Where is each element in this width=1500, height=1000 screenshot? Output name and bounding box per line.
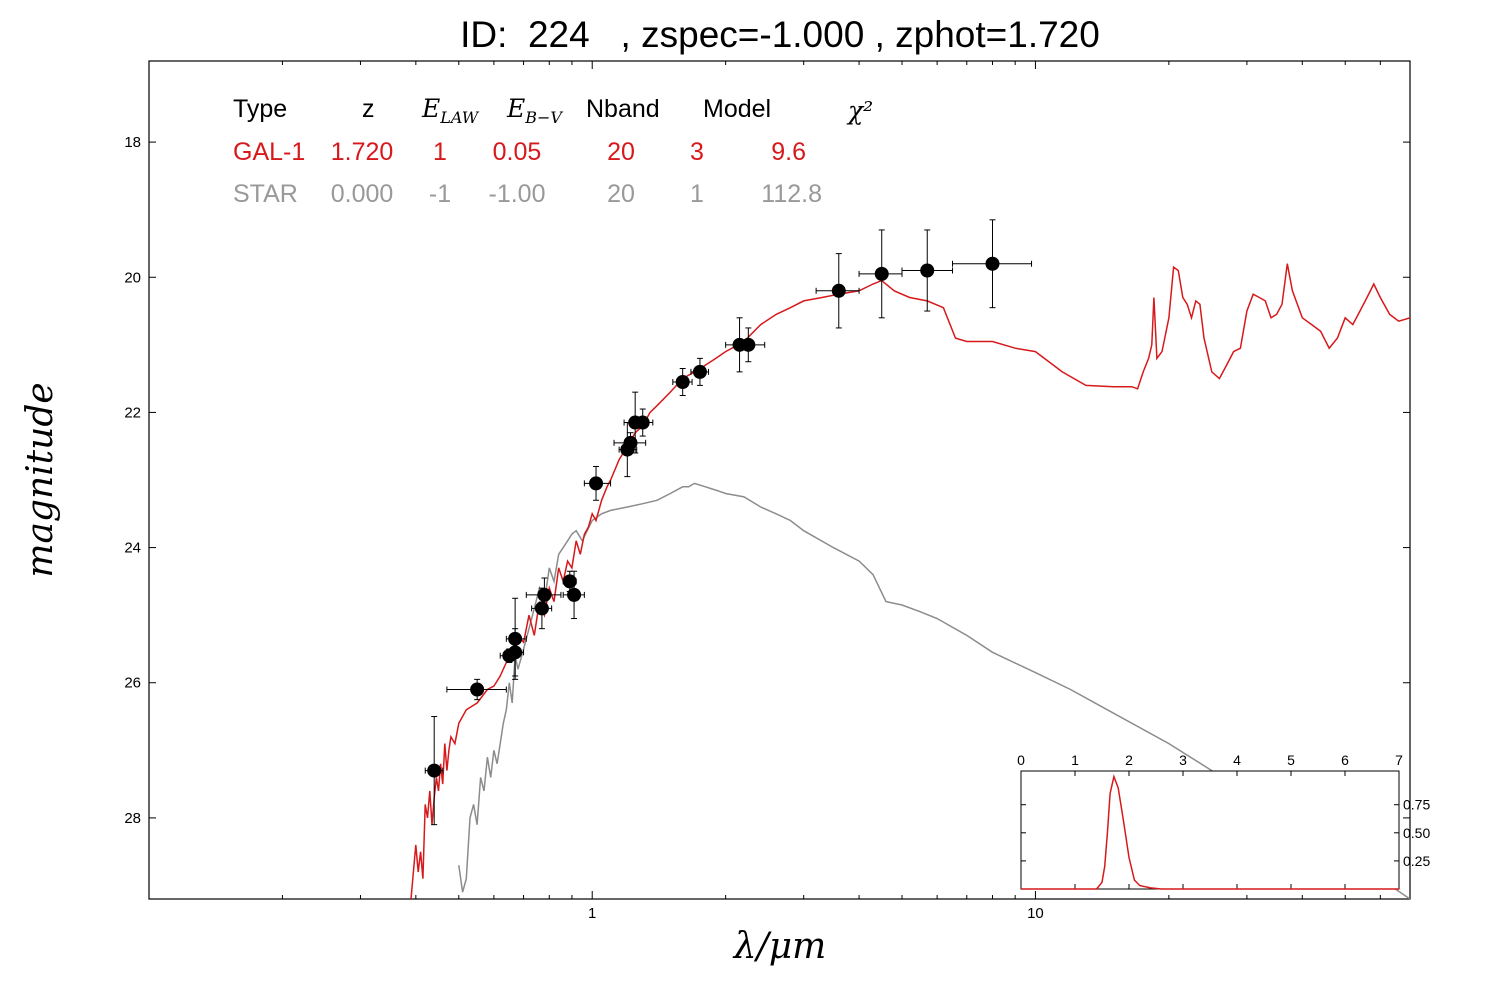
series-line-gal-1 — [410, 263, 1410, 899]
data-point — [675, 375, 690, 390]
y-tick-label: 24 — [124, 540, 141, 557]
x-tick-label: 1 — [588, 905, 596, 922]
data-point — [470, 682, 485, 697]
x-tick-label: 10 — [1027, 905, 1044, 922]
legend-cell: 1.720 — [331, 138, 394, 166]
data-point — [692, 364, 707, 379]
inset-x-tick-label: 7 — [1395, 752, 1403, 768]
data-point — [623, 435, 638, 450]
photometry-points — [424, 219, 1033, 826]
inset-y-tick-label: 0.75 — [1403, 797, 1430, 813]
header-ebv: EB−V — [506, 94, 563, 127]
pdf-line — [1021, 774, 1399, 890]
data-point — [741, 337, 756, 352]
header-type: Type — [233, 95, 287, 123]
y-tick-label: 22 — [124, 404, 141, 421]
data-point — [985, 256, 1000, 271]
header-chi2: χ² — [846, 96, 873, 125]
x-axis-label: λ/μm — [732, 926, 826, 967]
data-point — [534, 601, 549, 616]
y-axis-label: magnitude — [20, 382, 61, 577]
inset-curve — [1021, 774, 1399, 890]
legend-cell: 112.8 — [761, 180, 822, 208]
y-tick-label: 20 — [124, 269, 141, 286]
legend-cell: 0.000 — [331, 180, 394, 208]
inset-x-tick-label: 2 — [1125, 752, 1133, 768]
data-point — [920, 263, 935, 278]
y-tick-label: 18 — [124, 134, 141, 151]
y-tick-label: 28 — [124, 810, 141, 827]
inset-ticks: 0 1 2 3 4 5 6 7 0.25 0.50 0.75 — [1017, 752, 1430, 889]
data-point — [567, 587, 582, 602]
photo-z-pdf-inset: 0 1 2 3 4 5 6 7 0.25 0.50 0.75 — [1017, 752, 1430, 890]
model-curves — [410, 263, 1410, 899]
legend-cell: GAL-1 — [233, 138, 305, 166]
legend-cell: 1 — [690, 180, 704, 208]
series-line-star — [458, 482, 1410, 899]
inset-x-tick-label: 5 — [1287, 752, 1295, 768]
data-point — [427, 763, 442, 778]
legend-cell: -1 — [429, 180, 451, 208]
inset-x-tick-label: 1 — [1071, 752, 1079, 768]
legend-cell: 3 — [690, 138, 704, 166]
inset-y-tick-label: 0.50 — [1403, 825, 1430, 841]
data-point — [874, 266, 889, 281]
inset-x-tick-label: 0 — [1017, 752, 1025, 768]
legend-rows: GAL-1 1.720 1 0.05 20 3 9.6 STAR 0.000 -1 -1.00 20 1… — [233, 138, 822, 208]
chart-title: ID: 224 , zspec=-1.000 , zphot=1.720 — [460, 14, 1100, 55]
legend-cell: 9.6 — [771, 138, 806, 166]
legend-cell: 1 — [433, 138, 447, 166]
inset-y-tick-label: 0.25 — [1403, 853, 1430, 869]
header-model: Model — [703, 95, 771, 123]
inset-x-tick-label: 6 — [1341, 752, 1349, 768]
inset-x-tick-label: 4 — [1233, 752, 1241, 768]
data-point — [508, 631, 523, 646]
legend-cell: -1.00 — [489, 180, 546, 208]
inset-x-tick-label: 3 — [1179, 752, 1187, 768]
header-z: z — [362, 95, 375, 123]
data-point — [589, 476, 604, 491]
header-elaw: ELAW — [421, 94, 480, 127]
data-point — [635, 415, 650, 430]
legend-cell: 20 — [607, 180, 635, 208]
data-point — [831, 283, 846, 298]
legend-table: Type z ELAW EB−V Nband Model χ² GAL-1 1.7… — [233, 94, 873, 208]
header-nband: Nband — [586, 95, 660, 123]
legend-cell: 0.05 — [493, 138, 542, 166]
legend-cell: 20 — [607, 138, 635, 166]
inset-frame — [1020, 770, 1400, 890]
data-point — [562, 574, 577, 589]
data-point — [537, 587, 552, 602]
legend-cell: STAR — [233, 180, 298, 208]
y-tick-label: 26 — [124, 675, 141, 692]
plot-frame — [148, 60, 1411, 900]
x-axis-ticks: 1 10 — [148, 61, 1411, 922]
